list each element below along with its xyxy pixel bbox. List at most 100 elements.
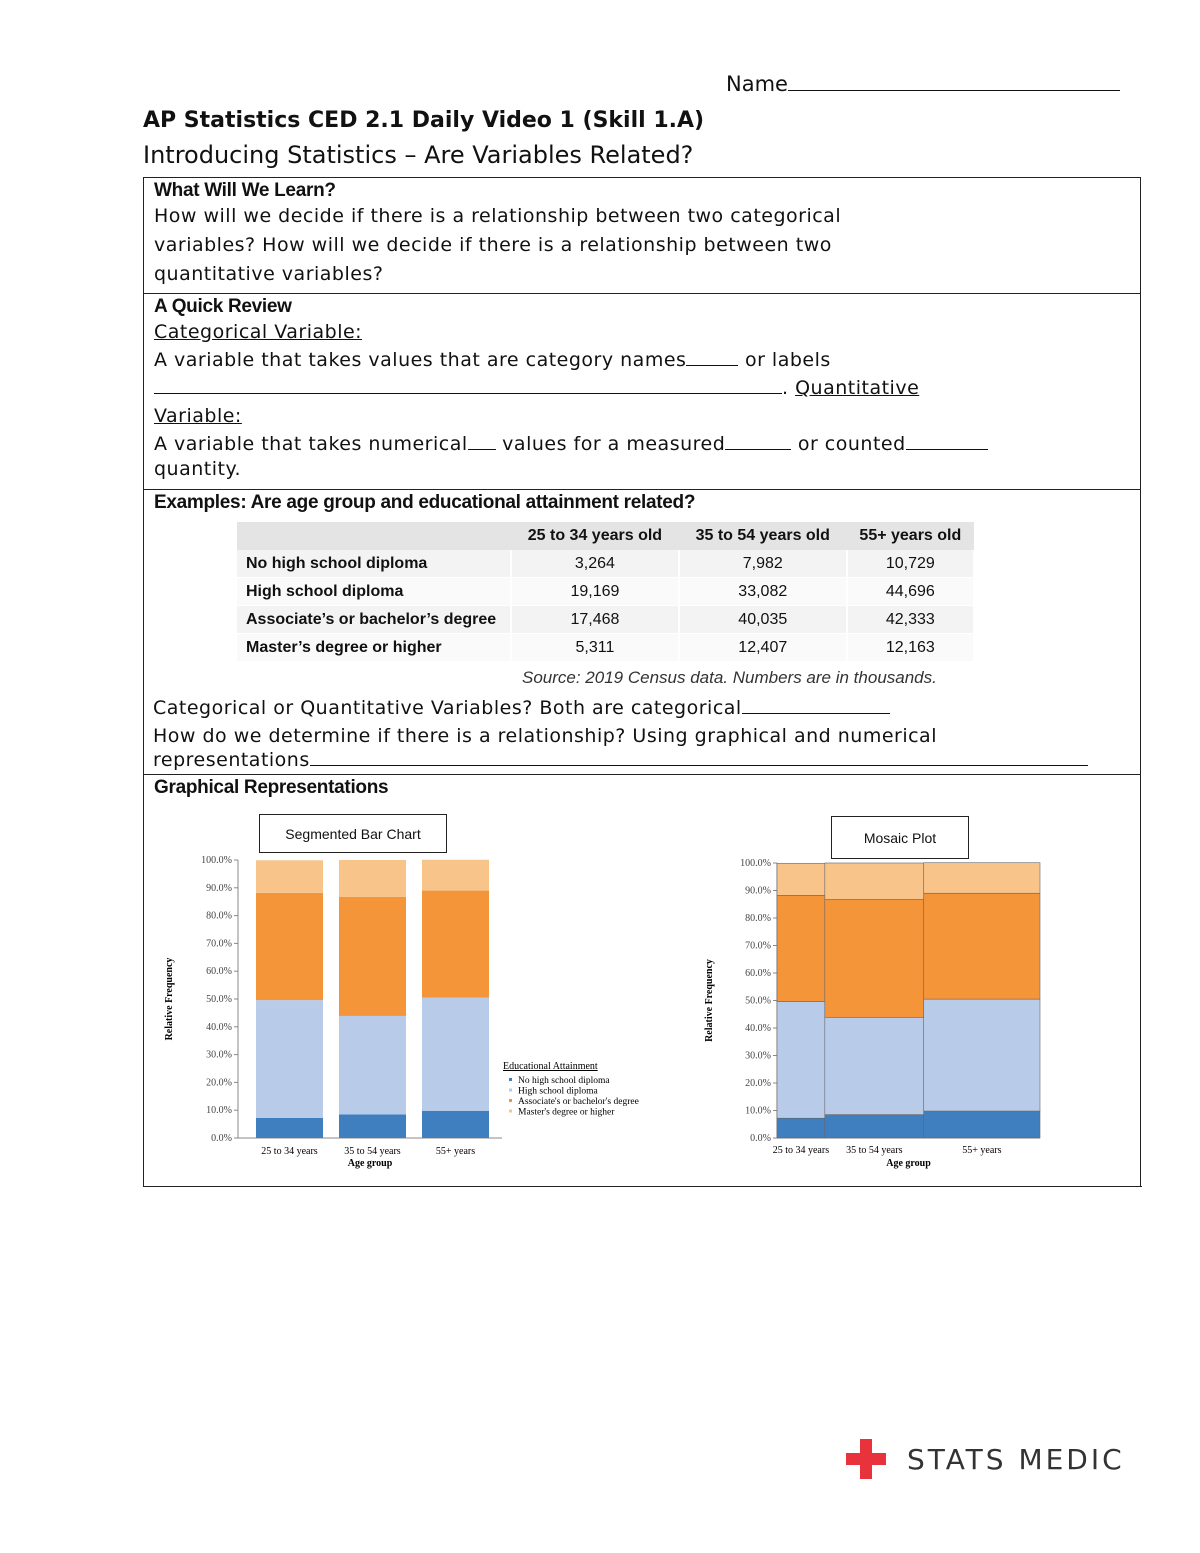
bar-chart-label: Segmented Bar Chart	[259, 814, 447, 853]
worksheet-subtitle: Introducing Statistics – Are Variables R…	[143, 141, 694, 169]
y-tick-label: 80.0%	[206, 911, 232, 922]
name-field[interactable]: Name	[726, 72, 1120, 96]
def-text: or counted	[791, 433, 906, 455]
blank	[467, 433, 496, 450]
mosaic-tile	[824, 862, 925, 900]
table-row: Associate’s or bachelor’s degree 17,468 40…	[237, 605, 976, 634]
blank	[309, 749, 1088, 766]
table-cell: 44,696	[846, 577, 976, 606]
red-cross-icon	[846, 1439, 886, 1479]
mosaic-tile	[923, 892, 1041, 1000]
segmented-bar-chart: 0.0% 10.0% 20.0% 30.0% 40.0% 50.0% 60.0% 70.0% 8…	[164, 855, 639, 1169]
worksheet-title: AP Statistics CED 2.1 Daily Video 1 (Ski…	[143, 108, 705, 133]
legend-swatch	[509, 1078, 512, 1081]
blank	[741, 697, 890, 714]
table-cell: 17,468	[511, 605, 680, 634]
row-header: Master’s degree or higher	[237, 633, 512, 662]
legend-label: Master's degree or higher	[518, 1108, 615, 1118]
learn-line: quantitative variables?	[154, 263, 384, 285]
legend-label: High school diploma	[518, 1087, 598, 1097]
blank	[725, 433, 792, 450]
mosaic-tile	[923, 862, 1041, 894]
y-axis-label: Relative Frequency	[704, 959, 715, 1042]
categorical-definition: A variable that takes values that are ca…	[154, 346, 1140, 374]
census-table: 25 to 34 years old 35 to 54 years old 55…	[237, 522, 976, 662]
y-tick-label: 90.0%	[206, 883, 232, 894]
y-tick-label: 30.0%	[745, 1051, 771, 1062]
question-relationship: How do we determine if there is a relati…	[153, 725, 937, 747]
bar-segment	[422, 859, 489, 891]
y-tick-label: 100.0%	[201, 855, 232, 866]
y-tick-label: 10.0%	[206, 1105, 232, 1116]
question-variables: Categorical or Quantitative Variables? B…	[153, 694, 890, 722]
table-cell: 12,163	[846, 633, 976, 662]
y-tick-label: 20.0%	[745, 1078, 771, 1089]
question-relationship-cont: representations	[153, 748, 1088, 772]
table-cell: 10,729	[846, 550, 976, 578]
blank	[154, 377, 782, 394]
column-header	[237, 522, 511, 550]
blank	[905, 433, 988, 450]
legend-swatch	[509, 1109, 512, 1113]
bar-segment	[422, 997, 489, 1111]
stats-medic-logo: STATS MEDIC	[845, 1438, 1125, 1480]
table-cell: 19,169	[511, 577, 680, 606]
bar-segment	[339, 1114, 406, 1138]
quantitative-label-2: Variable:	[154, 405, 242, 427]
legend-label: No high school diploma	[518, 1076, 610, 1086]
x-tick-label: 35 to 54 years	[846, 1145, 902, 1156]
quantitative-definition-end: quantity.	[154, 458, 242, 480]
row-header: High school diploma	[237, 577, 512, 606]
def-text: A variable that takes values that are ca…	[154, 349, 687, 371]
row-header: No high school diploma	[237, 550, 512, 578]
categorical-label: Categorical Variable:	[154, 321, 363, 343]
y-tick-label: 50.0%	[206, 994, 232, 1005]
bar-segment	[339, 1015, 406, 1115]
y-tick-label: 60.0%	[745, 968, 771, 979]
quantitative-row: . Quantitative	[154, 374, 1140, 402]
x-tick-label: 25 to 34 years	[261, 1146, 317, 1157]
blank	[686, 349, 739, 366]
question-text: representations	[153, 749, 310, 771]
mosaic-tile	[776, 1117, 826, 1139]
learn-line: How will we decide if there is a relatio…	[154, 205, 842, 227]
def-text: A variable that takes numerical	[154, 433, 468, 455]
y-tick-label: 40.0%	[745, 1023, 771, 1034]
y-tick-label: 20.0%	[206, 1077, 232, 1088]
section-heading: Graphical Representations	[154, 777, 389, 798]
name-blank[interactable]	[787, 72, 1120, 91]
y-tick-label: 40.0%	[206, 1022, 232, 1033]
table-cell: 33,082	[678, 577, 848, 606]
mosaic-tile	[776, 862, 826, 896]
bar-segment	[339, 860, 406, 897]
section-learn: What Will We Learn? How will we decide i…	[143, 177, 1141, 293]
section-examples: Examples: Are age group and educational …	[143, 489, 1141, 774]
y-tick-label: 70.0%	[206, 938, 232, 949]
y-tick-label: 0.0%	[211, 1133, 232, 1144]
x-tick-label: 25 to 34 years	[773, 1145, 829, 1156]
bar-segment	[422, 1110, 489, 1138]
table-cell: 40,035	[678, 605, 848, 634]
mosaic-tile	[923, 998, 1041, 1112]
table-row: Master’s degree or higher 5,311 12,407 12,1…	[237, 633, 976, 662]
y-tick-label: 80.0%	[745, 913, 771, 924]
x-tick-label: 35 to 54 years	[344, 1146, 400, 1157]
bar-segment	[256, 1117, 323, 1138]
column-header: 55+ years old	[846, 522, 974, 550]
column-header: 35 to 54 years old	[678, 522, 847, 550]
section-heading: A Quick Review	[154, 296, 292, 317]
y-tick-label: 50.0%	[745, 996, 771, 1007]
mosaic-tile	[824, 899, 925, 1018]
table-row: No high school diploma 3,264 7,982 10,729	[237, 550, 976, 578]
legend-swatch	[509, 1099, 512, 1102]
mosaic-plot: 0.0% 10.0% 20.0% 30.0% 40.0% 50.0% 60.0% 70.0% 8…	[704, 858, 1041, 1169]
box-bottom-border	[143, 1186, 1142, 1187]
def-text: values for a measured	[495, 433, 726, 455]
table-cell: 7,982	[678, 550, 848, 578]
x-tick-label: 55+ years	[962, 1145, 1001, 1156]
legend-label: Associate's or bachelor's degree	[518, 1097, 639, 1107]
name-label: Name	[726, 72, 788, 96]
y-tick-label: 30.0%	[206, 1050, 232, 1061]
quantitative-label: Quantitative	[795, 377, 920, 399]
